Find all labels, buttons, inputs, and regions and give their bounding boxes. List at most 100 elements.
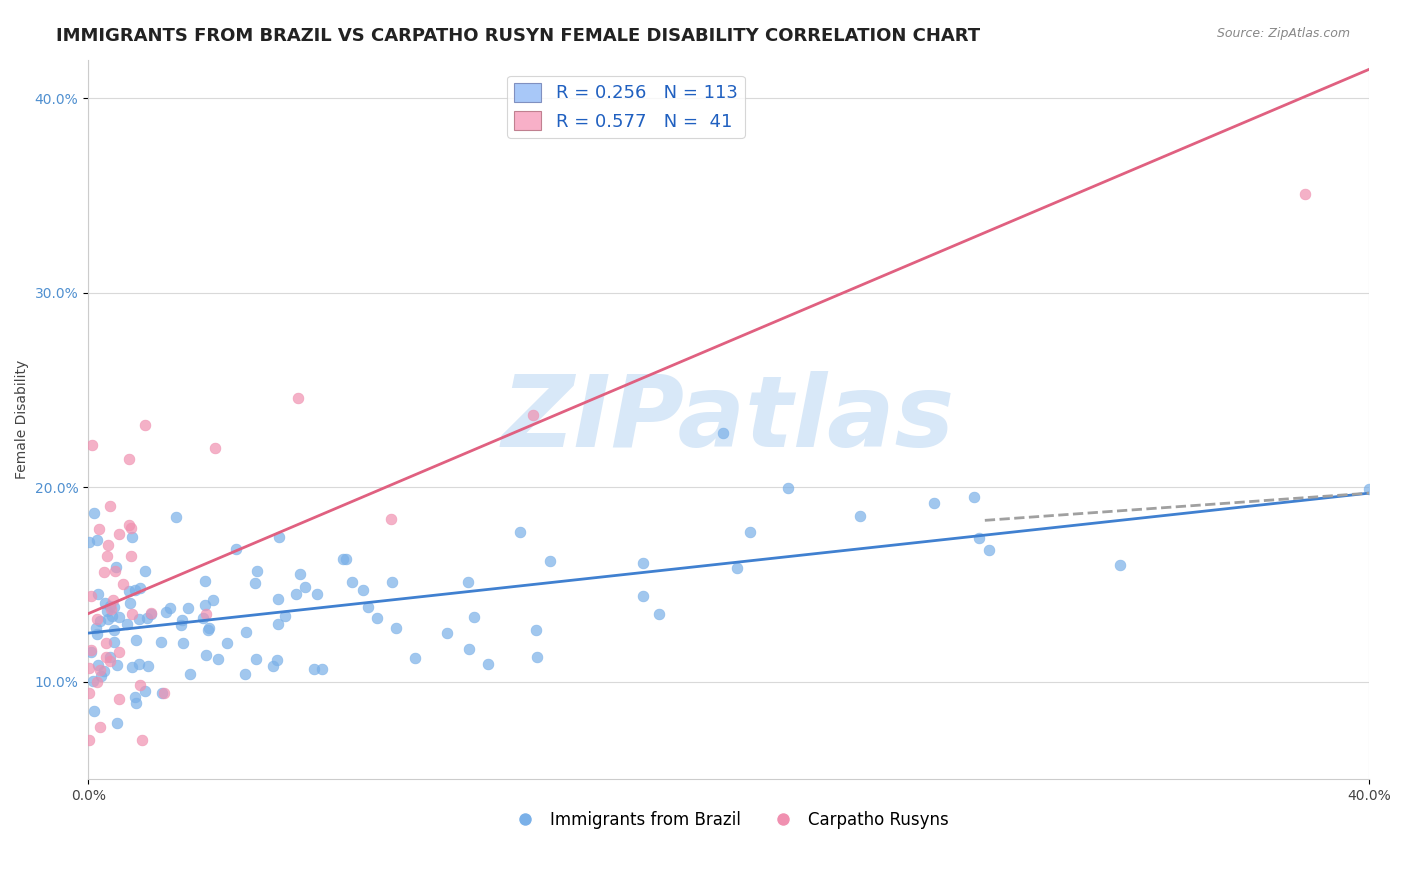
Point [86, 533, 108, 547]
Point [80, 438, 103, 452]
Point [155, 605, 177, 619]
Point [436, 626, 458, 640]
Point [380, 512, 402, 526]
Point [922, 496, 945, 510]
Point [352, 583, 374, 598]
Point [194, 598, 217, 612]
Point [125, 697, 148, 711]
Point [149, 635, 172, 649]
Point [97, 538, 120, 552]
Point [191, 611, 214, 625]
Point [121, 607, 143, 622]
Point [477, 657, 499, 672]
Point [105, 559, 128, 574]
Point [711, 426, 734, 441]
Point [98, 599, 121, 613]
Point [245, 576, 267, 591]
Point [134, 564, 156, 578]
Point [103, 600, 125, 615]
Point [98, 499, 121, 513]
Point [105, 716, 128, 731]
Point [302, 662, 325, 676]
Point [87, 658, 110, 673]
Point [93, 665, 115, 679]
Point [740, 525, 762, 540]
Point [105, 657, 128, 672]
Legend: Immigrants from Brazil, Carpatho Rusyns: Immigrants from Brazil, Carpatho Rusyns [502, 804, 955, 835]
Point [86, 627, 108, 641]
Point [77, 535, 100, 549]
Point [266, 591, 288, 606]
Point [526, 649, 548, 664]
Point [103, 634, 125, 648]
Point [87, 587, 110, 601]
Point [98, 649, 121, 664]
Text: Source: ZipAtlas.com: Source: ZipAtlas.com [1216, 27, 1350, 40]
Point [96, 604, 118, 618]
Point [522, 408, 544, 422]
Point [340, 574, 363, 589]
Point [267, 616, 290, 631]
Point [1294, 186, 1316, 201]
Point [87, 522, 110, 536]
Point [139, 606, 162, 620]
Point [509, 524, 531, 539]
Point [115, 617, 138, 632]
Point [89, 720, 111, 734]
Point [120, 521, 142, 535]
Point [233, 667, 256, 681]
Point [89, 664, 111, 678]
Point [225, 542, 247, 557]
Point [335, 551, 357, 566]
Point [128, 581, 150, 595]
Point [124, 582, 146, 597]
Point [384, 621, 406, 635]
Point [963, 491, 986, 505]
Point [90, 669, 112, 683]
Point [457, 575, 479, 590]
Point [294, 580, 316, 594]
Point [107, 610, 129, 624]
Point [79, 643, 101, 657]
Point [159, 600, 181, 615]
Point [538, 554, 561, 568]
Point [269, 531, 291, 545]
Text: IMMIGRANTS FROM BRAZIL VS CARPATHO RUSYN FEMALE DISABILITY CORRELATION CHART: IMMIGRANTS FROM BRAZIL VS CARPATHO RUSYN… [56, 27, 980, 45]
Y-axis label: Female Disability: Female Disability [15, 359, 30, 479]
Point [177, 601, 200, 615]
Point [94, 596, 117, 610]
Point [235, 625, 257, 640]
Point [848, 509, 870, 524]
Text: ZIPatlas: ZIPatlas [502, 371, 955, 467]
Point [134, 684, 156, 698]
Point [246, 564, 269, 578]
Point [1109, 558, 1132, 572]
Point [1358, 482, 1381, 496]
Point [153, 685, 176, 699]
Point [404, 651, 426, 665]
Point [104, 564, 127, 578]
Point [134, 417, 156, 432]
Point [245, 651, 267, 665]
Point [94, 649, 117, 664]
Point [179, 667, 201, 681]
Point [128, 678, 150, 692]
Point [204, 441, 226, 455]
Point [197, 623, 219, 637]
Point [648, 607, 671, 621]
Point [977, 543, 1000, 558]
Point [631, 589, 654, 603]
Point [195, 607, 218, 622]
Point [93, 566, 115, 580]
Point [96, 549, 118, 564]
Point [125, 632, 148, 647]
Point [165, 510, 187, 524]
Point [172, 613, 194, 627]
Point [121, 530, 143, 544]
Point [967, 531, 990, 545]
Point [141, 607, 163, 621]
Point [118, 583, 141, 598]
Point [107, 645, 129, 659]
Point [96, 636, 118, 650]
Point [288, 567, 311, 582]
